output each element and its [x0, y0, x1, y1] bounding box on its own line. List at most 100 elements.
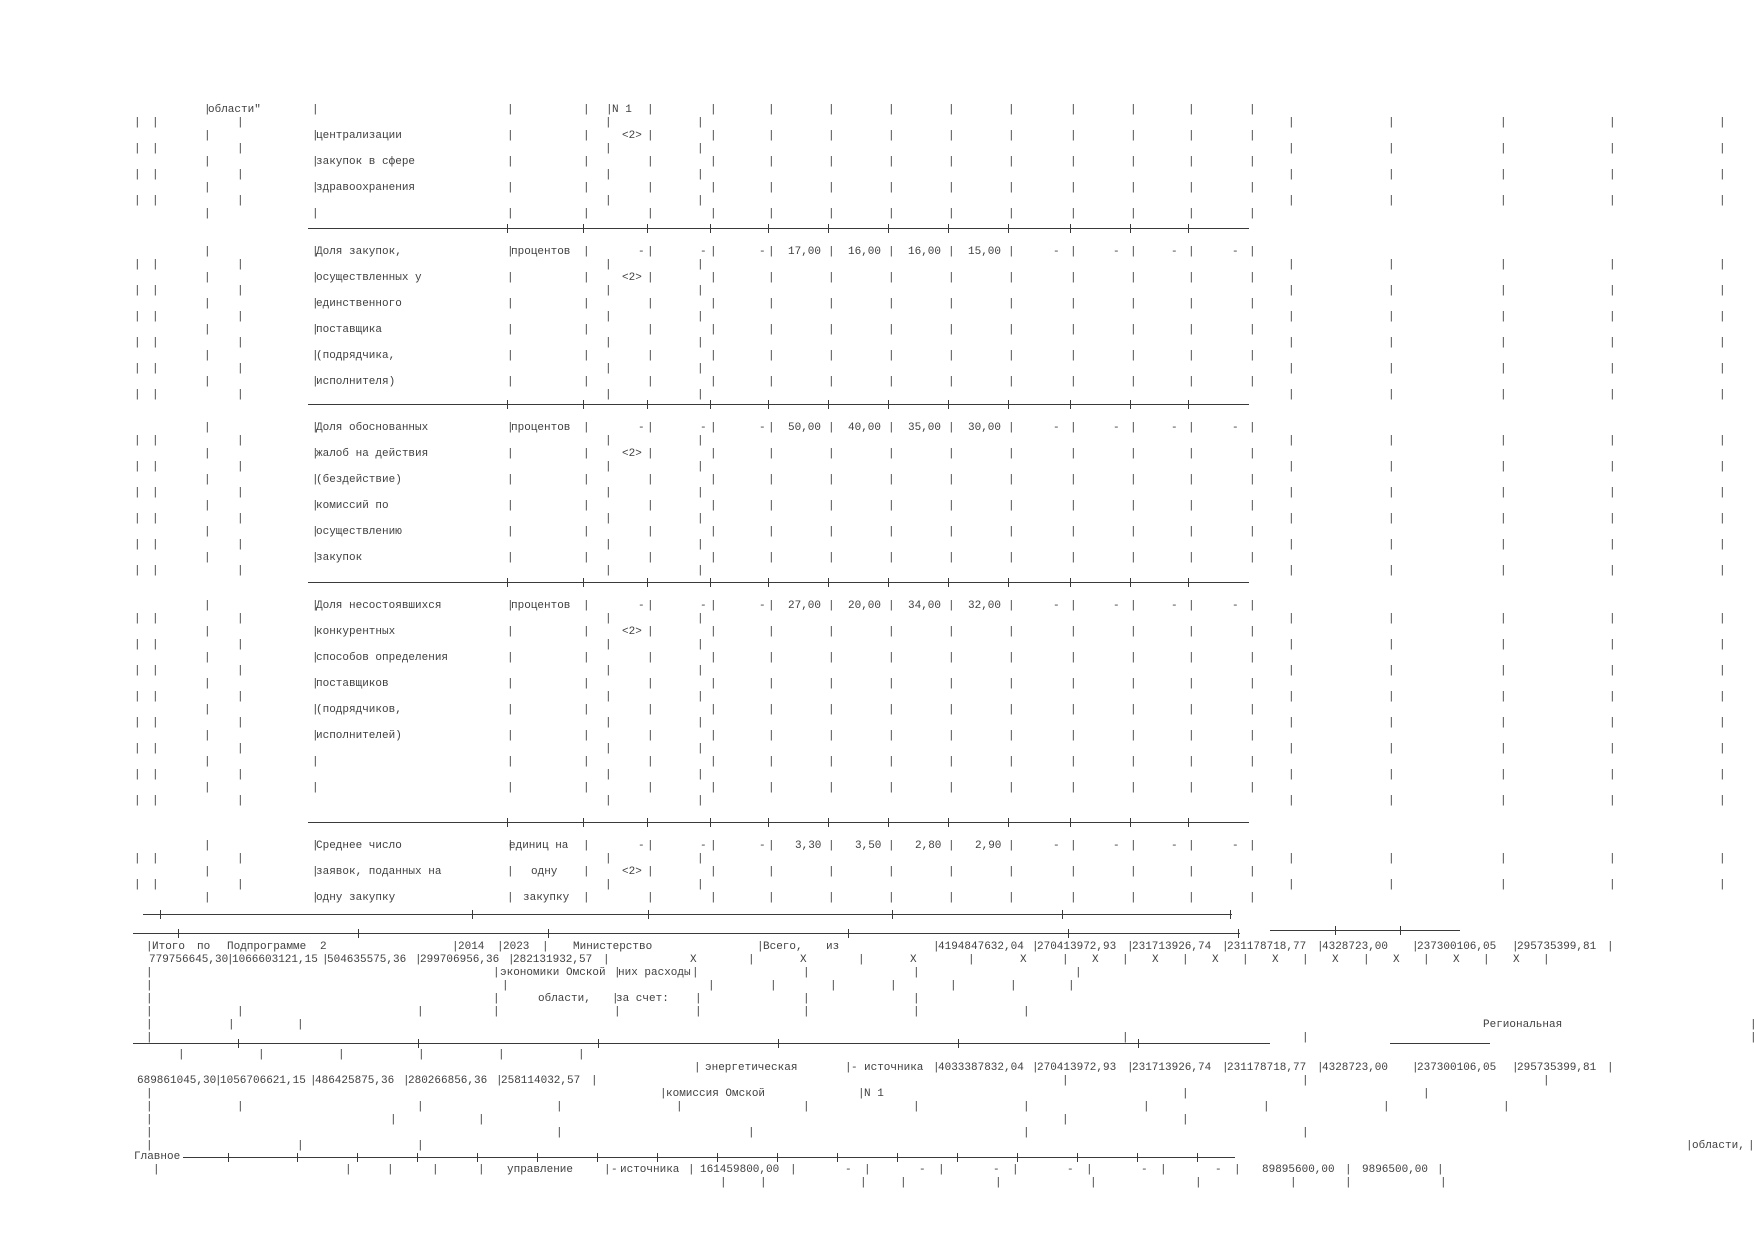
table-border-bar: |	[1609, 143, 1616, 155]
table-border-bar: |	[583, 526, 590, 538]
rule-cross-tick	[768, 224, 769, 233]
table-border-bar: |	[152, 665, 159, 677]
table-border-bar: |	[948, 130, 955, 142]
table-border-bar: |	[312, 272, 319, 284]
text-run: 4194847632,04	[938, 941, 1024, 953]
rule-cross-tick	[1077, 1153, 1078, 1162]
text-run: -	[638, 246, 645, 258]
table-border-bar: |	[146, 1088, 153, 1100]
table-border-bar: |	[583, 272, 590, 284]
table-border-bar: |	[1750, 1032, 1754, 1044]
table-border-bar: |	[948, 324, 955, 336]
table-border-bar: |	[697, 363, 704, 375]
table-border-bar: |	[1188, 866, 1195, 878]
table-border-bar: |	[710, 526, 717, 538]
table-border-bar: |	[312, 500, 319, 512]
table-border-bar: |	[1719, 513, 1726, 525]
table-border-bar: |	[1609, 743, 1616, 755]
text-run: X	[1453, 954, 1460, 966]
table-border-bar: |	[888, 652, 895, 664]
table-border-bar: |	[134, 743, 141, 755]
table-border-bar: |	[1188, 376, 1195, 388]
table-border-bar: |	[647, 324, 654, 336]
text-run: -	[759, 246, 766, 258]
table-border-bar: |	[1500, 613, 1507, 625]
table-border-bar: |	[948, 448, 955, 460]
table-border-bar: |	[1188, 324, 1195, 336]
text-run: поставщиков	[316, 678, 389, 690]
text-run: Главное	[134, 1151, 181, 1163]
text-run: процентов	[511, 246, 571, 258]
table-border-bar: |	[1070, 156, 1077, 168]
table-border-bar: |	[1130, 246, 1137, 258]
table-border-bar: |	[1188, 652, 1195, 664]
table-border-bar: |	[1719, 639, 1726, 651]
rule-cross-tick	[828, 224, 829, 233]
text-run: |	[1686, 1140, 1693, 1152]
table-border-bar: |	[312, 350, 319, 362]
text-run: |	[215, 1075, 222, 1087]
text-run: 486425875,36	[315, 1075, 395, 1087]
text-run: из	[826, 941, 840, 953]
table-border-bar: |	[237, 169, 244, 181]
rule-cross-tick	[657, 1153, 658, 1162]
table-border-bar: |	[312, 756, 319, 768]
table-border-bar: |	[606, 104, 613, 116]
text-run: -	[700, 246, 707, 258]
table-border-bar: |	[1288, 435, 1295, 447]
table-border-bar: |	[237, 795, 244, 807]
text-run: 504635575,36	[327, 954, 407, 966]
text-run: -	[1113, 246, 1120, 258]
table-border-bar: |	[152, 259, 159, 271]
table-border-bar: |	[708, 980, 715, 992]
table-border-bar: |	[948, 526, 955, 538]
table-border-bar: |	[828, 474, 835, 486]
table-border-bar: |	[1130, 704, 1137, 716]
table-border-bar: |	[1188, 104, 1195, 116]
table-border-bar: |	[710, 156, 717, 168]
table-border-bar: |	[507, 626, 514, 638]
rule-cross-tick	[1070, 818, 1071, 827]
text-run: |	[227, 954, 234, 966]
table-border-bar: |	[948, 208, 955, 220]
table-border-bar: |	[768, 500, 775, 512]
text-run: -	[1053, 422, 1060, 434]
table-border-bar: |	[1249, 272, 1256, 284]
table-border-bar: |	[134, 435, 141, 447]
table-border-bar: |	[614, 1006, 621, 1018]
text-run: |	[1302, 954, 1309, 966]
text-run: |	[1543, 954, 1550, 966]
table-border-bar: |	[888, 866, 895, 878]
text-line: | | | | | | | | | | | | | | | централизации <2>	[0, 130, 1754, 143]
table-border-bar: |	[948, 840, 955, 852]
table-border-bar: |	[760, 1177, 767, 1189]
text-run: -	[1053, 600, 1060, 612]
table-border-bar: |	[1249, 756, 1256, 768]
table-border-bar: |	[605, 169, 612, 181]
table-border-bar: |	[647, 422, 654, 434]
text-run: |	[933, 941, 940, 953]
table-border-bar: |	[417, 1006, 424, 1018]
text-run: |	[403, 1075, 410, 1087]
text-run: исполнителей)	[316, 730, 402, 742]
text-run: них расходы	[618, 967, 691, 979]
table-border-bar: |	[710, 552, 717, 564]
table-border-bar: |	[605, 363, 612, 375]
text-run: 2,90	[975, 840, 1002, 852]
table-border-bar: |	[1500, 691, 1507, 703]
table-border-bar: |	[803, 1006, 810, 1018]
text-run: по	[197, 941, 211, 953]
rule-cross-tick	[1062, 910, 1063, 919]
table-border-bar: |	[1130, 156, 1137, 168]
table-border-bar: |	[583, 704, 590, 716]
text-run: |	[153, 1164, 160, 1176]
table-border-bar: |	[888, 448, 895, 460]
text-run: |	[938, 1164, 945, 1176]
text-run: |	[1182, 954, 1189, 966]
table-border-bar: |	[697, 853, 704, 865]
table-border-bar: |	[1388, 691, 1395, 703]
table-border-bar: |	[1719, 285, 1726, 297]
text-run: способов определения	[316, 652, 449, 664]
table-border-bar: |	[1188, 182, 1195, 194]
rule-cross-tick	[178, 929, 179, 938]
